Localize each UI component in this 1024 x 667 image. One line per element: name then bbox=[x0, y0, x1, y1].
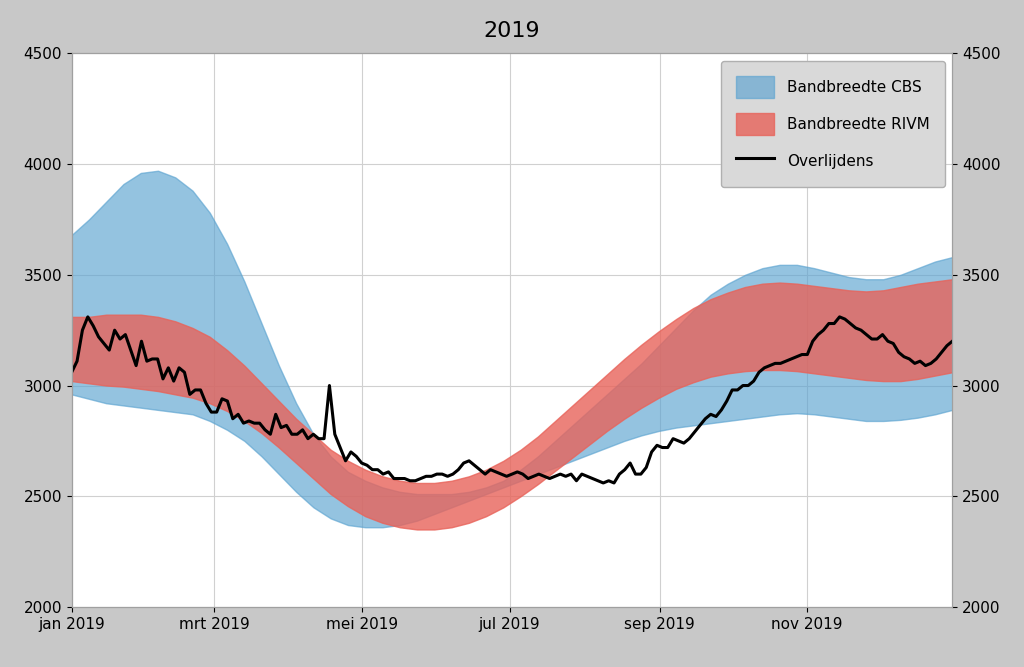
Legend: Bandbreedte CBS, Bandbreedte RIVM, Overlijdens: Bandbreedte CBS, Bandbreedte RIVM, Overl… bbox=[721, 61, 945, 187]
Title: 2019: 2019 bbox=[483, 21, 541, 41]
